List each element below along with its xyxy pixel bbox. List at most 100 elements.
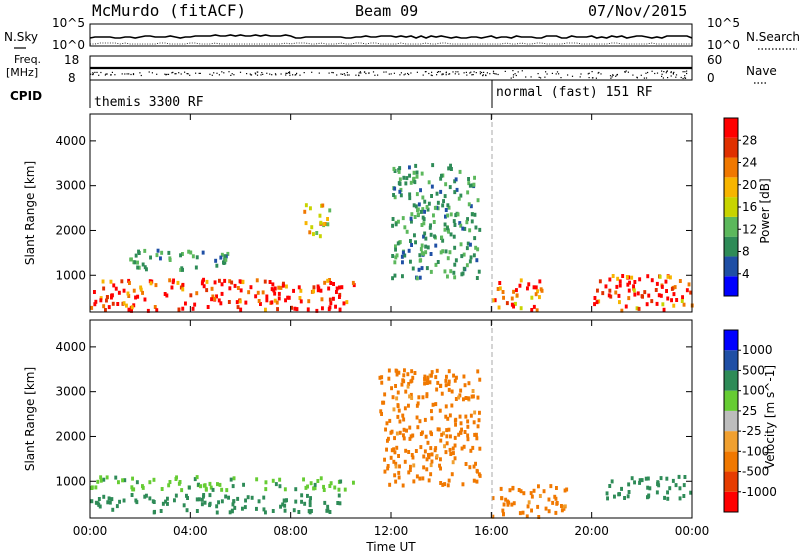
rti-cell bbox=[105, 295, 109, 299]
rti-cell bbox=[195, 509, 199, 513]
rti-cell bbox=[458, 414, 462, 419]
rti-cell bbox=[218, 482, 222, 487]
nave-point bbox=[180, 73, 182, 75]
nave-point bbox=[231, 73, 233, 75]
rti-cell bbox=[93, 302, 97, 307]
nave-point bbox=[551, 72, 553, 74]
power-colorbar: 4 8 12 16 20 24 28 bbox=[723, 117, 757, 297]
rti-cell bbox=[217, 298, 221, 303]
nave-point bbox=[286, 72, 288, 74]
nave-point bbox=[255, 73, 257, 75]
rti-cell bbox=[299, 288, 303, 293]
rti-cell bbox=[424, 250, 428, 255]
rti-cell bbox=[319, 476, 323, 481]
rti-cell bbox=[444, 378, 448, 383]
rti-cell bbox=[110, 295, 113, 300]
rti-cell bbox=[435, 368, 439, 373]
power-colorbar-tick-label: 28 bbox=[742, 133, 757, 147]
rti-cell bbox=[662, 307, 666, 312]
nave-point bbox=[680, 76, 682, 79]
rti-cell bbox=[149, 255, 152, 260]
rti-cell bbox=[418, 476, 422, 481]
rti-cell bbox=[682, 302, 686, 307]
rti-cell bbox=[423, 374, 427, 379]
rti-cell bbox=[654, 288, 658, 292]
velocity-colorbar-tick-label: 100 bbox=[742, 384, 765, 398]
rti-cell bbox=[386, 466, 390, 471]
rti-cell bbox=[268, 280, 272, 284]
nave-point bbox=[274, 73, 277, 75]
rti-cell bbox=[623, 496, 626, 500]
velocity-colorbar-swatch bbox=[724, 491, 738, 512]
rti-cell bbox=[244, 300, 248, 305]
rti-cell bbox=[130, 257, 133, 262]
rti-cell bbox=[469, 204, 473, 209]
rti-cell bbox=[132, 288, 136, 293]
rti-cell bbox=[306, 307, 310, 312]
rti-cell bbox=[408, 196, 412, 201]
nave-point bbox=[331, 71, 333, 74]
rti-cell bbox=[393, 473, 397, 478]
rti-cell bbox=[532, 285, 536, 290]
rti-cell bbox=[434, 375, 438, 380]
rti-cell bbox=[309, 481, 313, 486]
nave-point bbox=[383, 71, 385, 73]
rti-cell bbox=[256, 290, 260, 295]
rti-cell bbox=[121, 478, 124, 483]
rti-cell bbox=[184, 301, 187, 306]
rti-cell bbox=[446, 213, 450, 218]
rti-cell bbox=[273, 291, 277, 296]
nave-point bbox=[175, 73, 177, 75]
rti-cell bbox=[452, 451, 455, 456]
rti-cell bbox=[179, 267, 183, 272]
rti-cell bbox=[394, 255, 398, 260]
rti-cell bbox=[393, 273, 397, 278]
rti-cell bbox=[148, 279, 152, 284]
rti-cell bbox=[529, 491, 533, 496]
rti-cell bbox=[159, 509, 163, 513]
rti-cell bbox=[466, 419, 470, 424]
rti-cell bbox=[277, 296, 281, 301]
rti-cell bbox=[660, 284, 664, 289]
rti-cell bbox=[446, 203, 450, 208]
rti-cell bbox=[409, 239, 412, 243]
rti-cell bbox=[200, 497, 204, 502]
rti-cell bbox=[633, 480, 636, 485]
nave-point bbox=[344, 74, 346, 76]
rti-cell bbox=[412, 203, 416, 208]
velocity-colorbar-swatch bbox=[724, 330, 738, 351]
rti-cell bbox=[388, 482, 392, 487]
rti-cell bbox=[530, 308, 534, 312]
rti-cell bbox=[155, 253, 159, 258]
rti-cell bbox=[130, 308, 133, 313]
rti-cell bbox=[336, 501, 340, 505]
rti-cell bbox=[317, 286, 321, 291]
rti-cell bbox=[467, 181, 471, 186]
rti-cell bbox=[469, 242, 472, 247]
rti-cell bbox=[542, 489, 546, 494]
rti-cell bbox=[205, 288, 209, 293]
rti-cell bbox=[450, 167, 453, 171]
rti-cell bbox=[151, 499, 155, 504]
rti-cell bbox=[435, 191, 439, 196]
nave-point bbox=[393, 72, 395, 74]
nave-point bbox=[625, 70, 627, 72]
nave-point bbox=[512, 70, 514, 72]
rti-cell bbox=[404, 181, 408, 186]
rti-cell bbox=[413, 215, 417, 219]
rti-cell bbox=[246, 495, 250, 500]
rti-cell bbox=[239, 307, 243, 312]
rti-cell bbox=[407, 403, 410, 408]
nave-point bbox=[525, 76, 527, 78]
rti-cell bbox=[475, 468, 479, 473]
nave-point bbox=[684, 75, 686, 77]
rti-cell bbox=[443, 269, 447, 274]
rti-cell bbox=[453, 418, 457, 423]
rti-cell bbox=[393, 450, 397, 455]
rti-cell bbox=[214, 258, 218, 263]
rti-cell bbox=[414, 449, 418, 453]
rti-cell bbox=[432, 220, 436, 224]
rti-cell bbox=[448, 447, 452, 452]
nave-point bbox=[340, 73, 342, 75]
rti-cell bbox=[407, 382, 411, 386]
